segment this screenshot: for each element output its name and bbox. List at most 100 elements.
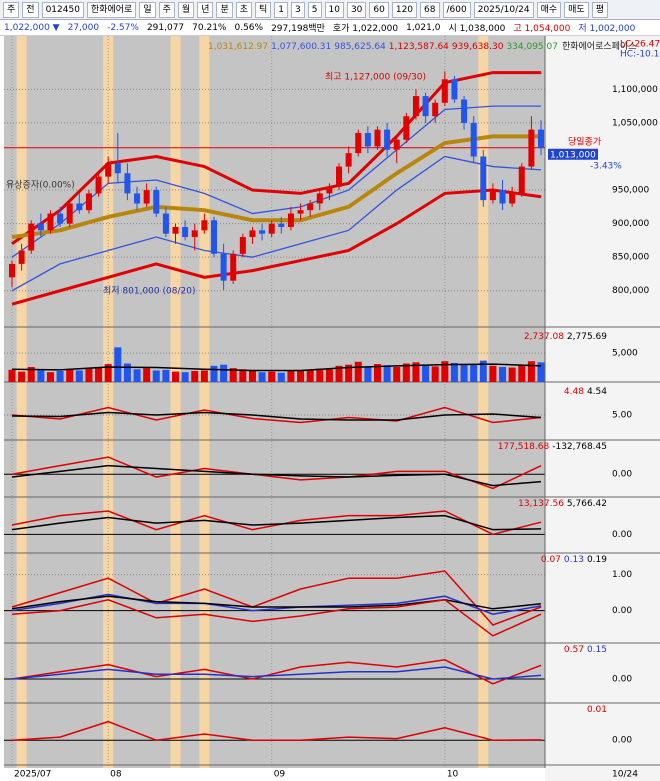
volume-bar — [479, 360, 487, 382]
legend: 177,518.68 -132,768.45 — [498, 442, 607, 452]
toolbar-button[interactable]: 2025/10/24 — [473, 1, 534, 18]
volume-bar — [412, 362, 420, 382]
volume-bar — [345, 364, 353, 382]
toolbar-button[interactable]: 매도 — [564, 1, 589, 18]
toolbar-button[interactable]: 주 — [3, 1, 20, 18]
volume-bar — [450, 362, 458, 382]
info-field: 297,198백만 — [271, 24, 325, 34]
indicator-line — [11, 593, 542, 615]
info-field: 시 1,038,000 — [448, 24, 506, 34]
volume-bar — [258, 372, 266, 382]
toolbar-button[interactable]: 매수 — [536, 1, 562, 18]
toolbar-button[interactable]: 분 — [216, 1, 233, 18]
legend-entry: 5,766.42 — [567, 499, 607, 509]
x-tick-label: 08 — [110, 770, 122, 780]
volume-bar — [229, 368, 237, 382]
volume-bar — [172, 371, 180, 382]
volume-bar — [402, 363, 410, 382]
info-field: 0.56% — [234, 22, 264, 33]
toolbar-button[interactable]: 5 — [307, 1, 322, 18]
toolbar-button[interactable]: 틱 — [255, 1, 272, 18]
candle-body — [412, 96, 419, 117]
volume-bar — [460, 364, 468, 382]
candle-body — [162, 213, 169, 234]
candle-body — [259, 230, 266, 234]
volume-bar — [287, 371, 295, 382]
volume-bar — [37, 370, 45, 382]
volume-bar — [66, 368, 74, 382]
volume-bar — [518, 365, 526, 382]
info-field: 291,077 — [146, 22, 185, 33]
y-tick-label: 0.00 — [612, 736, 632, 746]
legend-value: 939,638.30 — [452, 42, 504, 52]
volume-bar — [133, 369, 141, 382]
toolbar-button[interactable]: 전 — [22, 1, 39, 18]
volume-bar — [114, 347, 122, 382]
candle-body — [239, 237, 246, 254]
legend: 0.07 0.13 0.19 — [541, 555, 607, 565]
legend-entry: -132,768.45 — [552, 442, 607, 452]
toolbar-button[interactable]: 60 — [369, 1, 389, 18]
event-stripe — [16, 36, 27, 768]
chart: 2025/07 08 09 10 10/24 800,000 850,000 900,000 9… — [4, 36, 660, 781]
y-tick-label: 900,000 — [612, 219, 649, 229]
candle-body — [374, 129, 381, 147]
low-note: 최저 801,000 (08/20) — [103, 286, 195, 297]
indicator-line — [11, 595, 542, 610]
toolbar-button[interactable]: /600 — [442, 1, 471, 18]
toolbar-button[interactable]: 1 — [274, 1, 289, 18]
current-change: -3.43% — [590, 161, 622, 171]
legend-value: 334,095.07 — [506, 42, 558, 52]
candle-body — [220, 253, 227, 281]
volume-bar — [123, 363, 131, 382]
info-field: 1,021,0 — [406, 22, 441, 33]
toolbar-button[interactable]: 년 — [197, 1, 214, 18]
x-tick-label: 2025/07 — [14, 770, 51, 780]
candle-body — [191, 230, 198, 238]
candle-body — [470, 122, 477, 157]
toolbar-button[interactable]: 012450 — [41, 1, 84, 18]
candle-body — [143, 190, 150, 204]
candle-body — [268, 223, 275, 234]
volume-bar — [393, 366, 401, 382]
y-tick-label: 850,000 — [612, 253, 649, 263]
legend: 4.48 4.54 — [564, 387, 607, 397]
legend-value: 1,123,587.64 — [389, 42, 449, 52]
toolbar-button[interactable]: 평 — [591, 1, 608, 18]
toolbar-button[interactable]: 68 — [420, 1, 440, 18]
indicator-line — [11, 599, 542, 637]
toolbar-button[interactable]: 10 — [324, 1, 344, 18]
toolbar-button[interactable]: 한화에어로 — [86, 1, 137, 18]
candle-body — [66, 203, 73, 224]
candle-body — [114, 163, 121, 174]
candle-body — [403, 116, 410, 140]
info-field: 고 1,054,000 — [513, 24, 571, 34]
y-tick-label: 950,000 — [612, 186, 649, 196]
y-tick-label: 0.00 — [612, 470, 632, 480]
axis-background — [545, 36, 660, 781]
candle-body — [18, 250, 25, 264]
volume-bar — [297, 370, 305, 382]
volume-bar — [46, 372, 54, 382]
legend-entry: 0.57 — [564, 645, 584, 655]
toolbar-button[interactable]: 3 — [291, 1, 305, 18]
toolbar-button[interactable]: 30 — [346, 1, 367, 18]
toolbar-button[interactable]: 주 — [158, 1, 175, 18]
volume-bar — [8, 369, 16, 382]
legend: 13,137.56 5,766.42 — [518, 499, 607, 509]
toolbar-button[interactable]: 120 — [391, 1, 418, 18]
volume-bar — [18, 371, 26, 382]
info-field: 27,000 — [67, 22, 100, 33]
candle-body — [85, 193, 92, 211]
legend-entry: 2,737.08 — [524, 332, 564, 342]
volume-bar — [537, 362, 545, 382]
candle-body — [172, 226, 179, 234]
volume-bar — [316, 368, 324, 382]
candle-body — [95, 176, 102, 194]
toolbar-button[interactable]: 초 — [235, 1, 253, 18]
toolbar-button[interactable]: 월 — [177, 1, 195, 18]
legend-entry: 0.13 — [564, 555, 584, 565]
candle-body — [432, 102, 439, 117]
toolbar-button[interactable]: 일 — [139, 1, 156, 18]
volume-bar — [239, 369, 247, 382]
